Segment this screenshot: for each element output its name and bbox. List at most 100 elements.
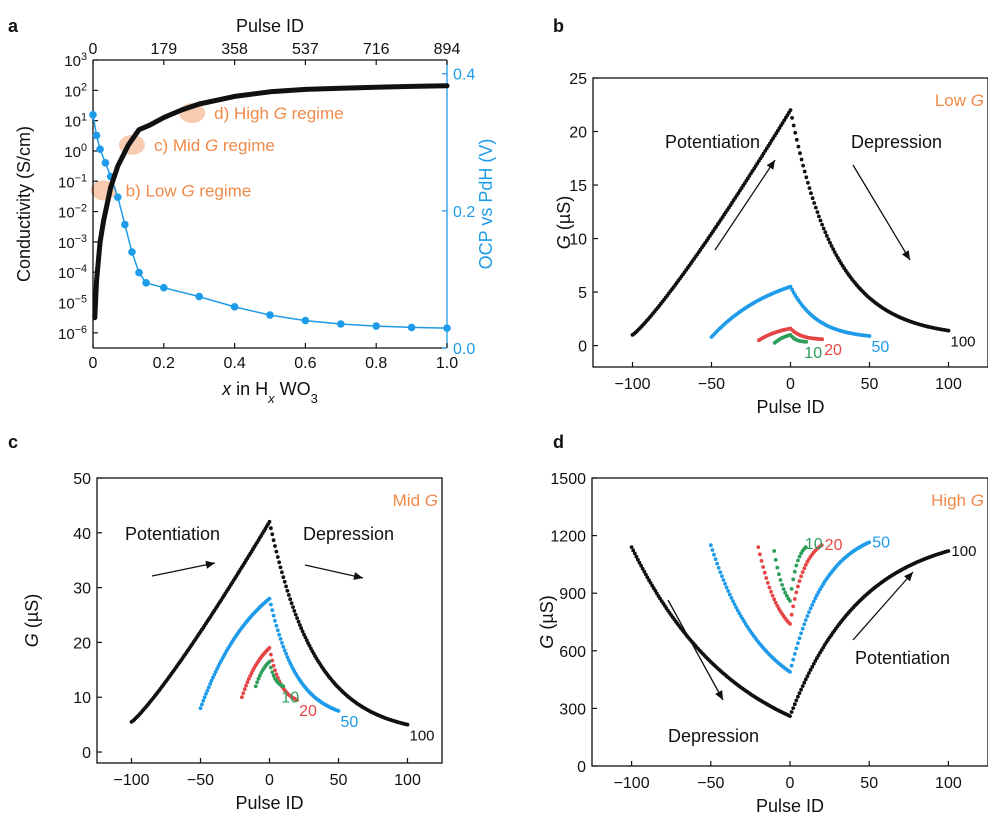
data-point bbox=[798, 151, 802, 156]
data-point bbox=[282, 648, 287, 653]
data-point bbox=[818, 218, 823, 223]
x-tick-label: −50 bbox=[697, 775, 724, 792]
data-point bbox=[803, 677, 808, 682]
x-tick-label: 0 bbox=[786, 376, 795, 393]
y-tick-label: 0 bbox=[82, 745, 91, 762]
data-point bbox=[246, 677, 251, 681]
data-point bbox=[271, 673, 276, 678]
panel-a: a 0 0.2 0.4 0.6 0.8 1.0 0 179 358 537 716 894 Pulse I… bbox=[8, 16, 496, 406]
data-point bbox=[867, 540, 872, 545]
data-point bbox=[810, 196, 815, 201]
x-tick-label: 0.4 bbox=[223, 355, 245, 372]
data-point bbox=[946, 549, 951, 553]
data-point bbox=[788, 622, 792, 626]
data-point bbox=[789, 612, 794, 617]
x-tick-label: −50 bbox=[187, 772, 214, 789]
x-tick-label: 100 bbox=[394, 772, 421, 789]
y-tick-label: 5 bbox=[578, 285, 587, 302]
data-point bbox=[274, 672, 279, 677]
conductivity-point bbox=[136, 127, 142, 132]
y-tick-left-label: 103 bbox=[64, 51, 87, 70]
data-point bbox=[831, 247, 836, 252]
data-point bbox=[824, 233, 829, 238]
data-point bbox=[737, 611, 742, 616]
data-point bbox=[803, 563, 808, 567]
data-point bbox=[274, 623, 279, 628]
data-point bbox=[273, 544, 277, 548]
data-point bbox=[726, 589, 731, 593]
y-tick-label: 1200 bbox=[550, 529, 586, 546]
data-point bbox=[289, 601, 294, 606]
data-point bbox=[791, 604, 796, 609]
data-point bbox=[794, 137, 799, 142]
regime-label-1: c) Mid G regime bbox=[154, 136, 275, 155]
x-tick-label: −50 bbox=[698, 376, 725, 393]
ocp-point bbox=[230, 303, 239, 311]
y-tick-right-label: 0.0 bbox=[453, 341, 475, 358]
panel-label: b bbox=[553, 16, 564, 36]
data-point bbox=[789, 587, 794, 591]
data-point bbox=[211, 675, 215, 680]
regime-label-2: d) High G regime bbox=[214, 104, 343, 123]
data-point bbox=[637, 560, 642, 565]
top-tick-label: 179 bbox=[150, 41, 177, 58]
data-point bbox=[832, 250, 837, 255]
y-tick-label: 900 bbox=[559, 586, 586, 603]
data-point bbox=[270, 608, 275, 613]
data-point bbox=[801, 163, 805, 168]
data-point bbox=[806, 180, 810, 185]
data-point bbox=[829, 244, 834, 248]
arrow-shaft bbox=[151, 562, 216, 577]
data-point bbox=[710, 548, 715, 552]
conductivity-point bbox=[161, 115, 166, 120]
data-point bbox=[788, 108, 793, 112]
arrow-head bbox=[766, 160, 775, 170]
y-axis-title-left: Conductivity (S/cm) bbox=[14, 126, 34, 282]
arrow-shaft bbox=[852, 164, 911, 261]
data-point bbox=[198, 706, 203, 711]
y-tick-label: 10 bbox=[569, 232, 587, 249]
data-point bbox=[208, 682, 213, 686]
x-tick-label: 100 bbox=[935, 775, 962, 792]
conductivity-point bbox=[232, 94, 237, 99]
conductivity-point bbox=[409, 84, 414, 89]
data-point bbox=[632, 551, 637, 556]
conductivity-point bbox=[303, 87, 308, 92]
regime-title: Low G bbox=[935, 91, 984, 110]
data-point bbox=[715, 561, 719, 566]
data-point bbox=[811, 662, 816, 666]
data-point bbox=[202, 695, 207, 700]
arrow-head bbox=[904, 572, 913, 582]
data-point bbox=[823, 230, 828, 235]
data-point bbox=[761, 565, 765, 569]
data-point bbox=[205, 688, 210, 693]
data-point bbox=[240, 695, 244, 700]
data-point bbox=[799, 687, 803, 692]
data-point bbox=[805, 559, 810, 564]
data-point bbox=[634, 554, 639, 559]
data-point bbox=[273, 668, 277, 673]
x-axis-title: Pulse ID bbox=[235, 793, 303, 813]
ocp-point bbox=[96, 145, 104, 153]
data-point bbox=[777, 572, 781, 577]
data-point bbox=[269, 602, 273, 607]
x-tick-label: −100 bbox=[113, 772, 149, 789]
data-point bbox=[716, 566, 721, 570]
data-point bbox=[820, 337, 824, 342]
data-point bbox=[834, 253, 839, 257]
data-point bbox=[721, 578, 726, 582]
data-point bbox=[731, 599, 735, 603]
data-point bbox=[791, 577, 796, 582]
series-label-20: 20 bbox=[299, 703, 317, 720]
series-label-50: 50 bbox=[872, 534, 890, 551]
x-tick-label: 0 bbox=[89, 355, 98, 372]
y-axis-title: G (µS) bbox=[554, 196, 574, 249]
arrow-head bbox=[901, 250, 910, 260]
data-point bbox=[788, 670, 792, 674]
y-tick-left-label: 100 bbox=[64, 142, 87, 161]
data-point bbox=[790, 287, 794, 292]
data-point bbox=[792, 597, 797, 601]
depression-arrow bbox=[852, 164, 911, 261]
ocp-point bbox=[160, 283, 168, 292]
data-point bbox=[248, 674, 253, 678]
